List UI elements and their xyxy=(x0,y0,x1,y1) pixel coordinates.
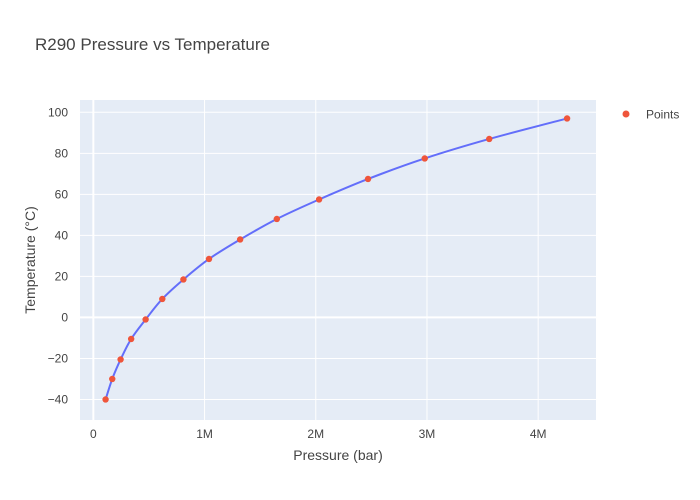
y-tick-label: 40 xyxy=(55,228,69,242)
data-point xyxy=(127,335,135,343)
plot-area xyxy=(80,100,596,420)
legend-label-points: Points xyxy=(646,108,679,122)
x-tick-label: 4M xyxy=(530,427,547,441)
data-point xyxy=(421,155,428,162)
data-point xyxy=(364,175,372,183)
data-point xyxy=(236,236,244,243)
legend-marker-points xyxy=(622,110,630,118)
chart-title: R290 Pressure vs Temperature xyxy=(35,35,270,54)
y-tick-label: 60 xyxy=(55,187,69,201)
data-point xyxy=(180,276,187,283)
y-axis-ticks: −40 −20 0 20 40 60 80 100 xyxy=(48,105,69,406)
data-point xyxy=(205,255,213,263)
data-point xyxy=(117,356,124,363)
x-axis-ticks: 0 1M 2M 3M 4M xyxy=(90,427,547,441)
x-axis-label: Pressure (bar) xyxy=(293,447,382,463)
data-point xyxy=(315,196,323,203)
data-point xyxy=(486,135,493,143)
y-tick-label: −20 xyxy=(48,351,69,365)
grid xyxy=(80,100,596,420)
series-layer xyxy=(102,115,571,403)
data-point xyxy=(273,215,281,223)
y-tick-label: 80 xyxy=(55,146,69,160)
data-point xyxy=(142,316,149,323)
x-tick-label: 2M xyxy=(307,427,324,441)
x-tick-label: 0 xyxy=(90,427,97,441)
data-point xyxy=(563,115,571,122)
y-tick-label: −40 xyxy=(48,392,69,406)
x-tick-label: 1M xyxy=(196,427,213,441)
data-point xyxy=(102,396,109,403)
y-tick-label: 100 xyxy=(48,105,68,119)
y-axis-label: Temperature (°C) xyxy=(22,206,38,314)
x-tick-label: 3M xyxy=(419,427,436,441)
data-point xyxy=(109,375,116,383)
data-point xyxy=(159,295,166,303)
legend[interactable]: Points xyxy=(622,108,680,122)
y-tick-label: 0 xyxy=(61,310,68,324)
y-tick-label: 20 xyxy=(55,269,69,283)
